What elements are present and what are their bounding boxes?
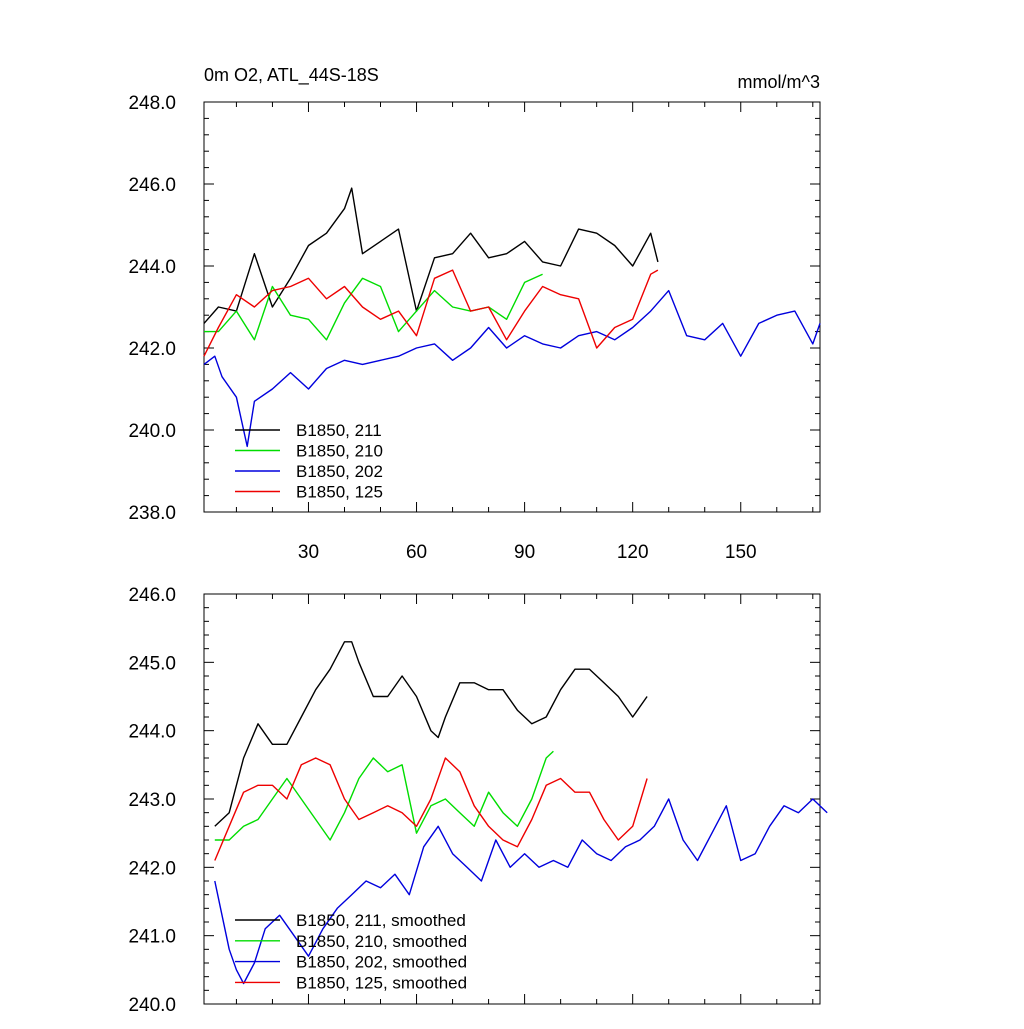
bottom-ytick-label: 240.0 bbox=[128, 995, 176, 1016]
bottom-series-line-0 bbox=[214, 641, 648, 827]
top-title: 0m O2, ATL_44S-18S bbox=[204, 65, 379, 86]
bottom-y-tick-labels: 240.0 241.0 242.0 243.0 244.0 245.0 246.0 bbox=[128, 585, 176, 1016]
top-ytick-label: 246.0 bbox=[128, 175, 176, 196]
bottom-ytick-label: 242.0 bbox=[128, 858, 176, 879]
top-xtick-label: 60 bbox=[406, 542, 427, 563]
bottom-series-lines bbox=[214, 641, 828, 985]
top-panel: 0m O2, ATL_44S-18S mmol/m^3 238.0 240.0 24… bbox=[128, 65, 821, 563]
bottom-series-line-2 bbox=[214, 798, 828, 985]
top-ytick-label: 238.0 bbox=[128, 503, 176, 524]
top-plot-frame bbox=[203, 101, 821, 513]
bottom-panel: 240.0 241.0 242.0 243.0 244.0 245.0 246.0 B185… bbox=[128, 585, 828, 1016]
bottom-legend-label-1: B1850, 210, smoothed bbox=[296, 932, 467, 951]
bottom-ytick-label: 245.0 bbox=[128, 653, 176, 674]
top-legend-label-0: B1850, 211 bbox=[296, 421, 382, 440]
top-series-line-0 bbox=[203, 187, 659, 324]
top-ytick-label: 244.0 bbox=[128, 257, 176, 278]
top-ytick-label: 240.0 bbox=[128, 421, 176, 442]
top-legend-label-2: B1850, 202 bbox=[296, 462, 383, 481]
top-xtick-label: 120 bbox=[617, 542, 649, 563]
top-x-tick-labels: 30 60 90 120 150 bbox=[298, 542, 757, 563]
bottom-ytick-label: 243.0 bbox=[128, 790, 176, 811]
top-units-label: mmol/m^3 bbox=[738, 72, 820, 92]
top-xtick-label: 150 bbox=[725, 542, 757, 563]
bottom-legend-label-2: B1850, 202, smoothed bbox=[296, 953, 467, 972]
top-xtick-label: 90 bbox=[514, 542, 535, 563]
top-legend-label-1: B1850, 210 bbox=[296, 442, 383, 461]
bottom-axis-ticks bbox=[204, 593, 820, 1005]
bottom-ytick-label: 244.0 bbox=[128, 722, 176, 743]
top-ytick-label: 242.0 bbox=[128, 339, 176, 360]
bottom-series-line-1 bbox=[214, 750, 554, 841]
bottom-series-line-3 bbox=[214, 757, 648, 861]
top-xtick-label: 30 bbox=[298, 542, 319, 563]
bottom-ytick-label: 241.0 bbox=[128, 927, 176, 948]
top-ytick-label: 248.0 bbox=[128, 93, 176, 114]
top-series-line-2 bbox=[203, 289, 821, 448]
top-series-lines bbox=[203, 187, 821, 448]
top-legend-label-3: B1850, 125 bbox=[296, 483, 383, 502]
top-axis-ticks bbox=[204, 101, 820, 513]
bottom-legend-label-3: B1850, 125, smoothed bbox=[296, 973, 467, 992]
top-series-line-3 bbox=[203, 269, 659, 357]
bottom-legend: B1850, 211, smoothed B1850, 210, smoothed… bbox=[235, 911, 467, 992]
bottom-legend-label-0: B1850, 211, smoothed bbox=[296, 911, 466, 930]
top-y-tick-labels: 238.0 240.0 242.0 244.0 246.0 248.0 bbox=[128, 93, 176, 524]
bottom-ytick-label: 246.0 bbox=[128, 585, 176, 606]
